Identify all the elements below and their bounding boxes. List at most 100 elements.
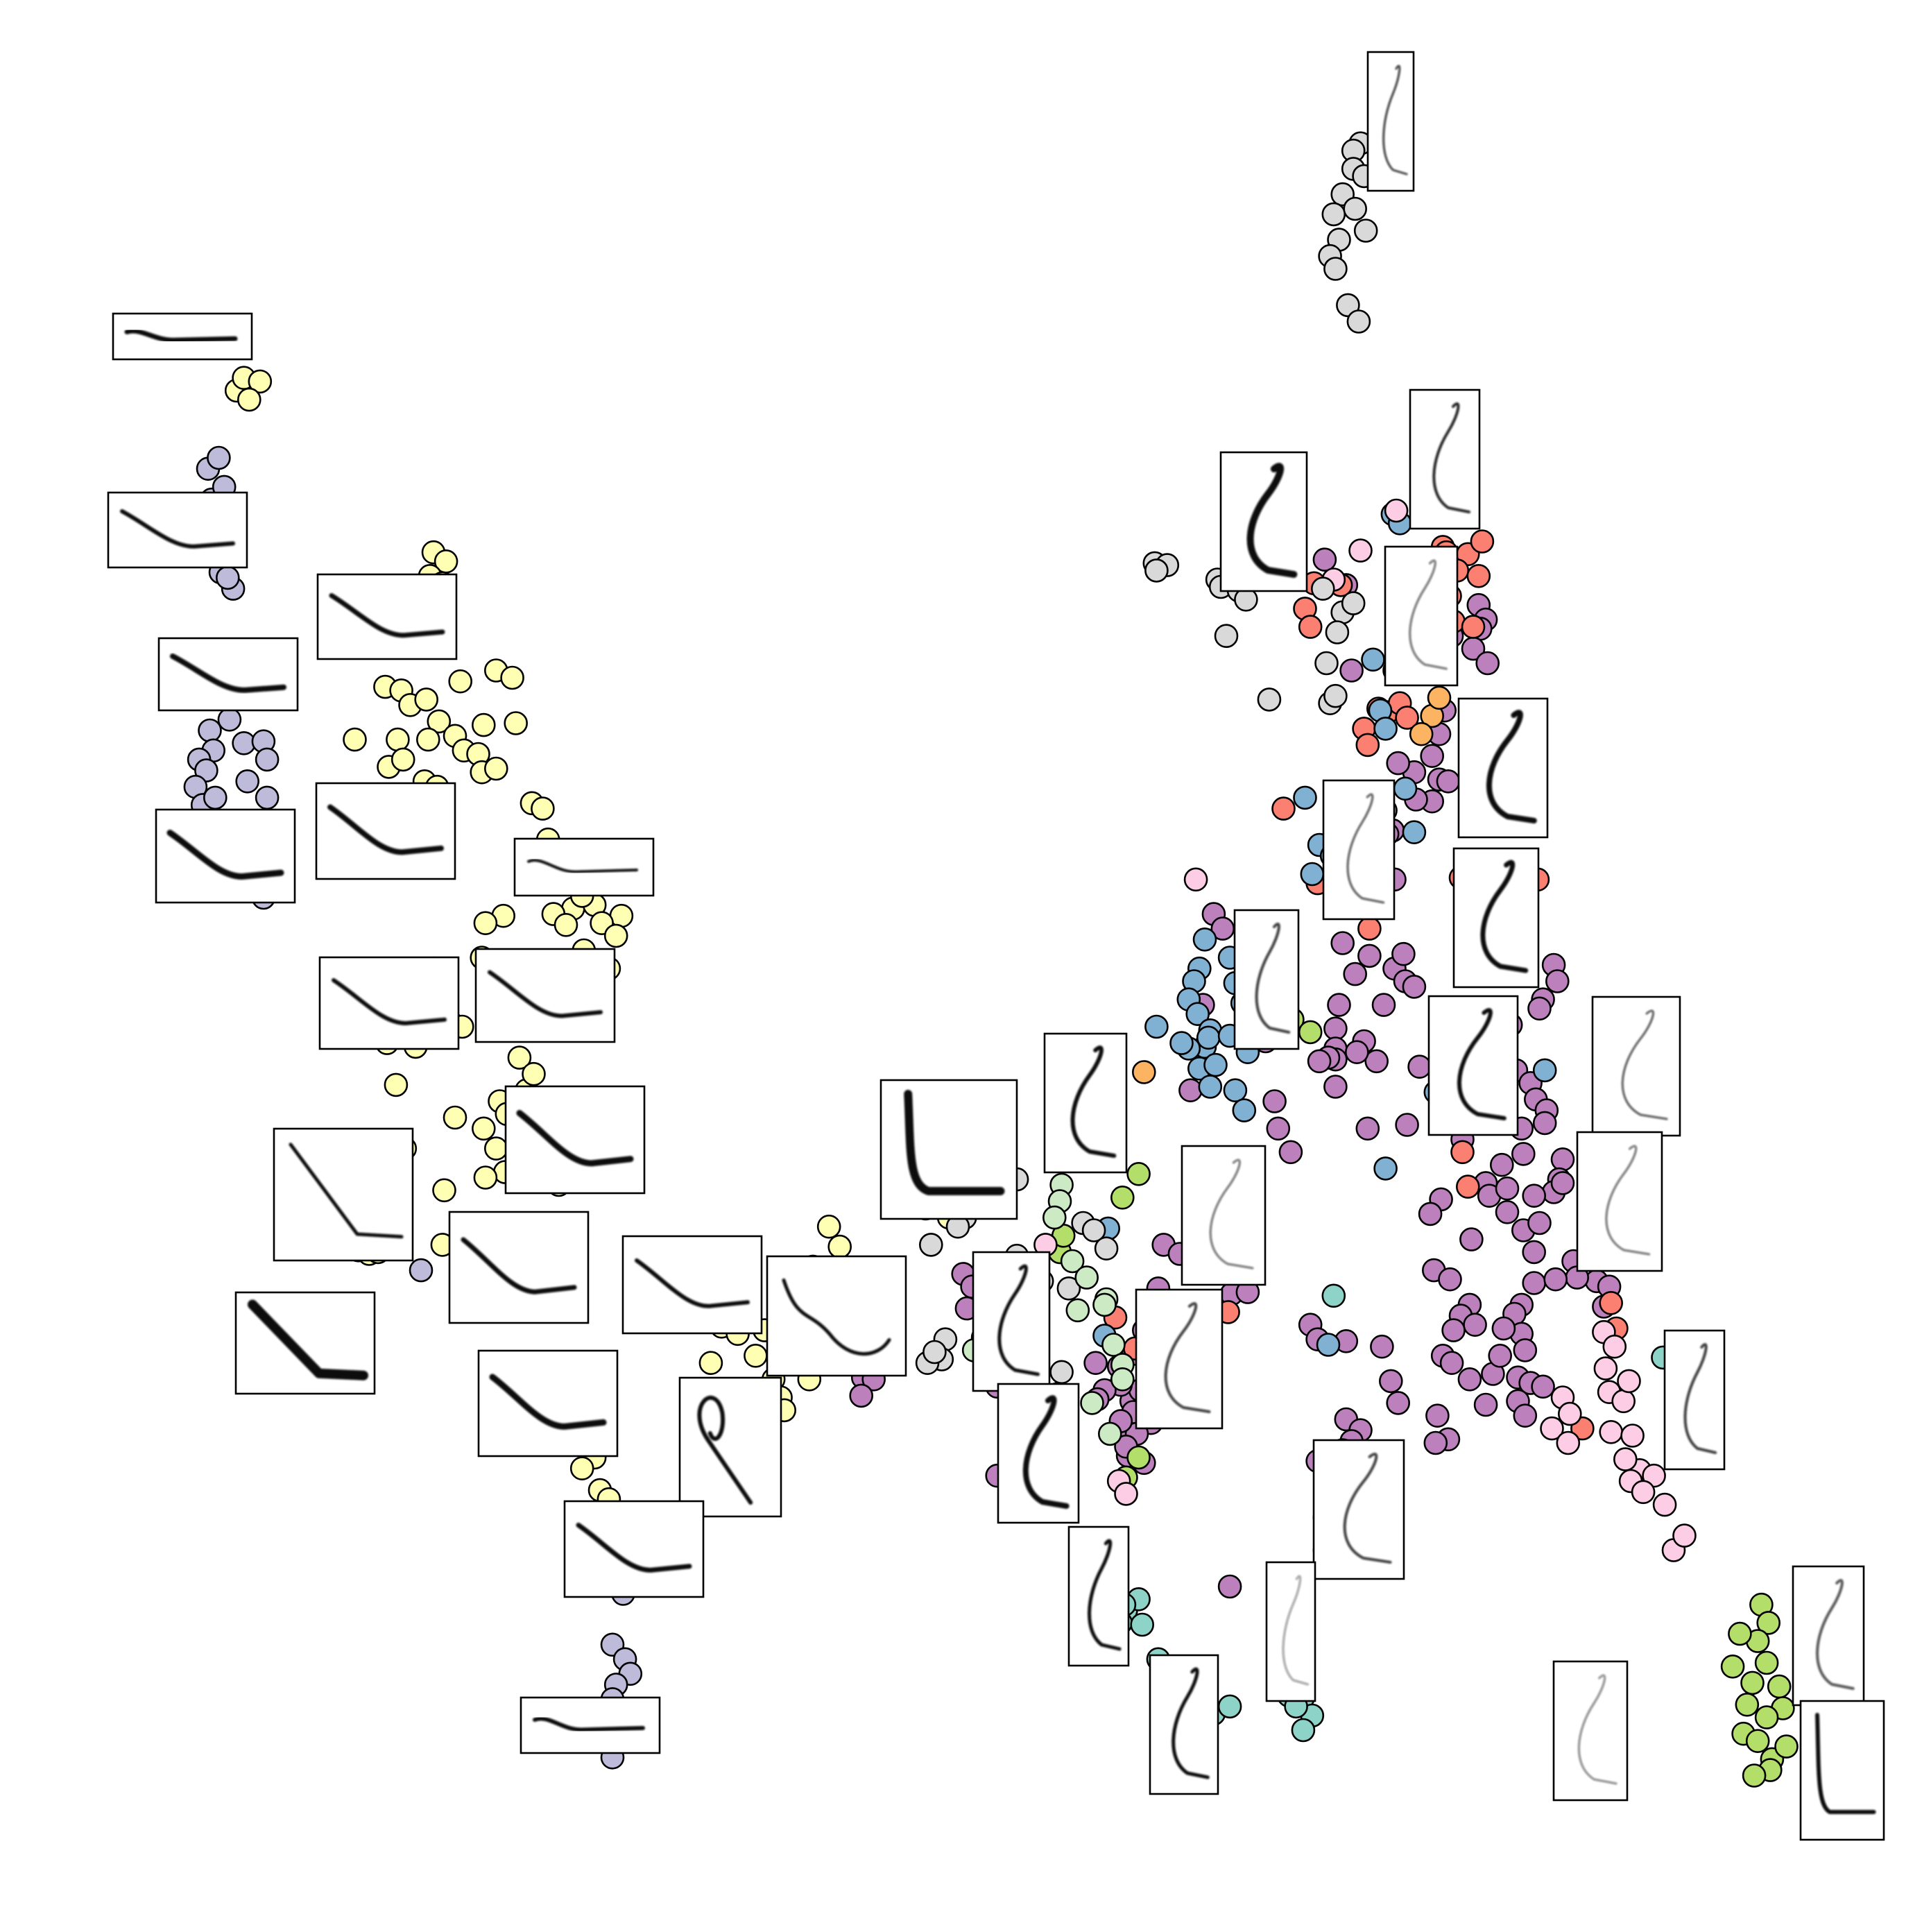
scatter-point [1558, 1401, 1582, 1426]
scatter-point [1232, 1098, 1257, 1122]
scatter-point [1395, 706, 1419, 730]
handwritten-stroke [327, 804, 444, 855]
scatter-point [1321, 1283, 1346, 1308]
scatter-point [1593, 1356, 1618, 1380]
scatter-point [1379, 1369, 1403, 1394]
scatter-point [203, 785, 228, 810]
handwritten-stroke [1070, 1045, 1117, 1158]
handwritten-stroke [782, 1278, 891, 1356]
scatter-point [1278, 1140, 1303, 1165]
thumbnail-frame [1552, 1660, 1629, 1802]
scatter-point [1556, 1430, 1581, 1455]
scatter-point [1346, 309, 1371, 334]
thumbnail-frame [1427, 995, 1519, 1136]
scatter-point [1312, 547, 1337, 572]
thumbnail-frame [1366, 51, 1415, 192]
handwritten-stroke [635, 1258, 750, 1308]
scatter-point [1756, 1611, 1780, 1635]
handwritten-stroke [166, 830, 284, 880]
scatter-point [1543, 1267, 1568, 1292]
scatter-point [1473, 1392, 1498, 1417]
scatter-point [391, 747, 415, 772]
thumbnail-frame [1312, 1439, 1405, 1580]
handwritten-stroke [533, 1716, 645, 1732]
stroke-thumbnail [155, 808, 296, 904]
scatter-point [1094, 1236, 1119, 1260]
scatter-point [1407, 1054, 1432, 1079]
thumbnail-frame [112, 312, 253, 361]
scatter-point [1602, 1334, 1627, 1359]
scatter-point [1330, 931, 1355, 955]
scatter-point [1754, 1705, 1779, 1729]
stroke-thumbnail [107, 491, 248, 569]
handwritten-stroke [576, 1523, 692, 1573]
scatter-point [1631, 1480, 1656, 1505]
scatter-point [1652, 1492, 1677, 1517]
scatter-point [1466, 563, 1491, 588]
scatter-point [1323, 257, 1348, 281]
scatter-point [1049, 1360, 1074, 1385]
stroke-thumbnail [1663, 1329, 1726, 1471]
scatter-point [1370, 1334, 1394, 1359]
scatter-point [1495, 1200, 1520, 1224]
scatter-point [1198, 1075, 1223, 1099]
thumbnail-frame [316, 573, 458, 660]
scatter-point [1178, 1078, 1203, 1102]
thumbnail-frame [1384, 545, 1459, 687]
scatter-point [1339, 658, 1364, 683]
handwritten-stroke [904, 1090, 1005, 1195]
scatter-point [255, 785, 280, 810]
scatter-point [1532, 1058, 1557, 1083]
scatter-point [1735, 1693, 1760, 1717]
scatter-point [698, 1351, 723, 1375]
scatter-point [427, 709, 452, 734]
scatter-point [1391, 941, 1416, 966]
scatter-point [1599, 1291, 1623, 1315]
scatter-point [1327, 993, 1351, 1017]
scatter-point [255, 747, 280, 772]
handwritten-stroke [1209, 1159, 1254, 1270]
handwritten-stroke [1172, 1667, 1210, 1779]
scatter-point [1513, 1338, 1538, 1362]
handwritten-stroke [124, 328, 238, 343]
scatter-point [1214, 624, 1239, 649]
thumbnail-frame [1233, 909, 1300, 1050]
scatter-point [343, 727, 367, 752]
thumbnail-frame [1181, 1145, 1267, 1286]
scatter-point [1343, 196, 1367, 221]
thumbnail-frame [1576, 1131, 1663, 1272]
scatter-point [1311, 576, 1335, 601]
scatter-point [922, 1340, 947, 1365]
stroke-thumbnail [234, 1291, 376, 1395]
stroke-thumbnail [1427, 995, 1519, 1136]
scatter-point [384, 1072, 409, 1097]
scatter-point [1527, 996, 1552, 1021]
scatter-point [1490, 1152, 1514, 1177]
scatter-point [500, 665, 524, 690]
scatter-point [1101, 1333, 1126, 1357]
scatter-point [1144, 558, 1169, 583]
handwritten-stroke [1382, 65, 1408, 176]
scatter-point [1323, 683, 1348, 708]
scatter-point [1364, 1049, 1389, 1074]
scatter-point [1371, 993, 1396, 1017]
scatter-point [1754, 1650, 1779, 1675]
stroke-thumbnail [1384, 545, 1459, 687]
scatter-point [1314, 651, 1339, 676]
scatter-point [1126, 1162, 1151, 1186]
scatter-point [1321, 202, 1346, 227]
scatter-point [1196, 1025, 1221, 1050]
scatter-point [1298, 615, 1323, 639]
handwritten-stroke [461, 1237, 577, 1294]
stroke-thumbnail [997, 1383, 1080, 1524]
scatter-point [1056, 1276, 1081, 1301]
scatter-point [1098, 1421, 1122, 1446]
stroke-thumbnail [678, 1376, 782, 1518]
scatter-point [1461, 615, 1486, 639]
scatter-point [1531, 1374, 1555, 1399]
handwritten-stroke [1409, 559, 1448, 670]
scatter-point [1092, 1292, 1117, 1317]
stroke-thumbnail [1043, 1032, 1128, 1174]
scatter-point [248, 369, 273, 394]
